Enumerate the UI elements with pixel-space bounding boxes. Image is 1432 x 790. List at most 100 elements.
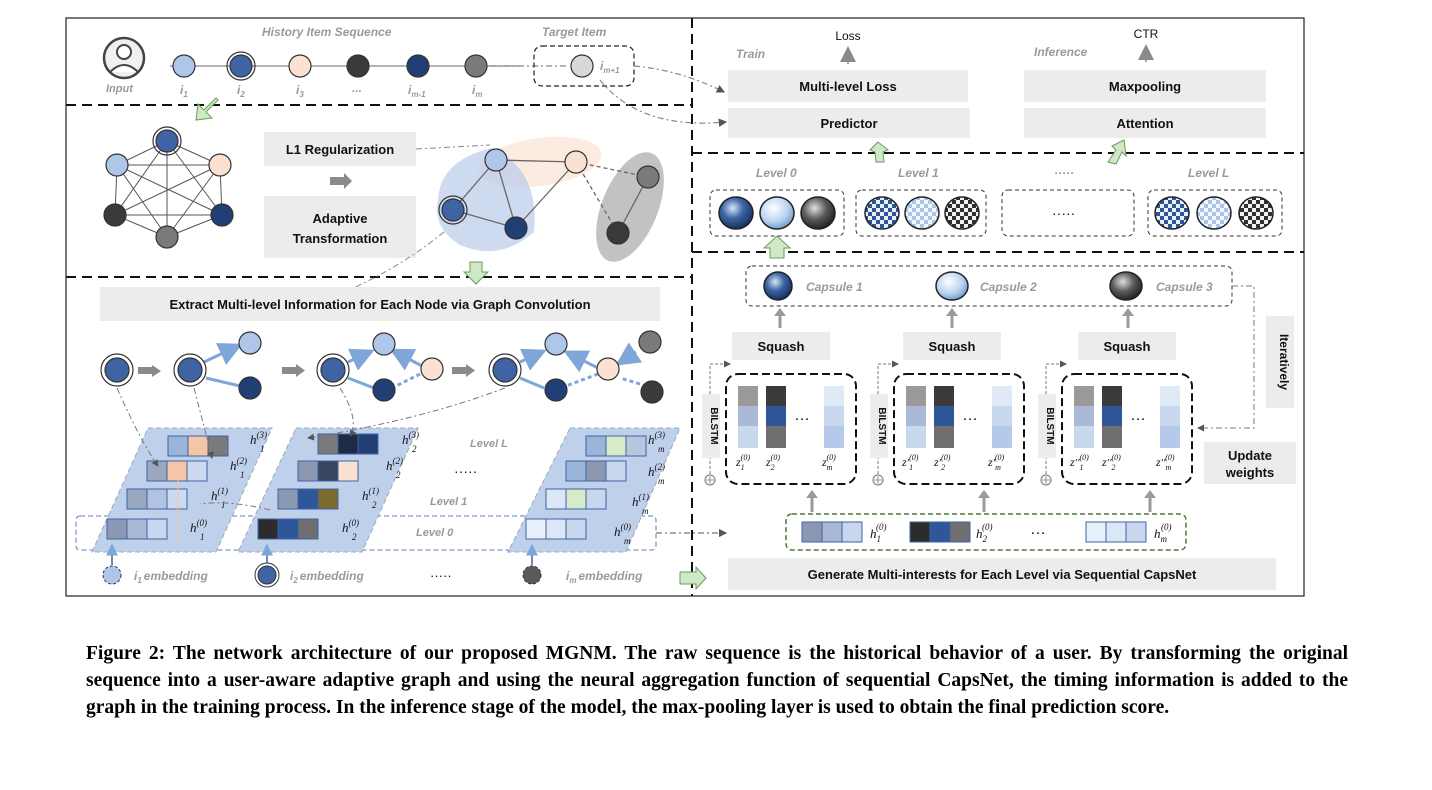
squash-label-1: Squash [758,339,805,354]
conv-arrow-3 [452,367,466,374]
svg-text:z′1(0): z′1(0) [901,453,919,472]
svg-text:h(1): h(1) [362,486,379,503]
capsnet-block-2: BILSTM … z′1(0) z′2(0) z′m(0) [870,360,1025,486]
up-arrow-levels [762,235,792,259]
capsnet-block-1: BILSTM … z1(0) z2(0) zm(0) [702,360,857,486]
svg-text:hm(0): hm(0) [1154,522,1172,544]
target-node [570,54,594,78]
level-0-label: Level 0 [416,527,454,539]
conv-link-3 [339,387,357,437]
level0-cap-2 [759,196,795,230]
capsule-3-icon [1109,271,1143,301]
squash-box-3 [1078,332,1176,360]
seq-label-dots: ... [352,81,362,95]
figure-frame [65,17,1305,597]
svg-text:z′m(0): z′m(0) [987,453,1005,472]
seq-node-1 [172,54,196,78]
seq-label-1: i1 [180,83,188,99]
svg-text:m: m [642,506,649,516]
embedding-stack-m [507,427,681,553]
adaptive-graph [436,136,664,262]
down-arrow-1 [195,97,219,121]
generate-label: Generate Multi-interests for Each Level … [808,567,1197,582]
svg-text:m: m [658,476,665,486]
svg-text:z′2(0): z′2(0) [933,453,951,472]
maxpooling-label: Maxpooling [1109,79,1181,94]
squash-up-heads [774,308,1134,316]
predictor-label: Predictor [820,116,877,131]
capsule-2-icon [935,271,969,301]
svg-text:h(2): h(2) [230,456,247,473]
right-arrow [679,565,707,591]
level-dots-box [1001,189,1135,237]
capsule-1-label: Capsule 1 [806,280,863,294]
capsule-3-label: Capsule 3 [1156,280,1213,294]
full-graph [103,126,234,249]
svg-text:…: … [1130,407,1146,424]
seq-label-3: i3 [296,83,304,99]
svg-text:m: m [658,444,665,454]
conv-link-5 [199,502,271,511]
conv-arrow-2-head [296,364,305,377]
svg-text:zm(0): zm(0) [821,453,836,472]
level1-cap-2 [904,196,940,230]
svg-text:h(0): h(0) [614,522,631,539]
conv-link-1 [116,387,159,467]
levelL-cap-1 [1154,196,1190,230]
up-arrow-train [869,141,889,163]
seq-node-2 [229,54,253,78]
h0-row-labels: h1(0) h2(0) … hm(0) [870,521,1172,544]
h1-labels: h(3) 1 h(2) 1 h(1) 1 h(0) 1 [190,430,267,542]
target-to-loss-link [633,65,726,93]
adaptive-label-2: Transformation [293,231,388,246]
seq-node-5 [406,54,430,78]
target-item-label: im+1 [600,59,620,75]
conv-arrow-1-shaft [138,367,152,374]
graph-arrow [330,173,352,189]
svg-text:z′′2(0): z′′2(0) [1101,453,1121,472]
input-label: Input [106,83,134,95]
level0-band [75,515,657,551]
svg-text:BILSTM: BILSTM [876,407,887,444]
embedding-inputs: i1 embedding i2 embedding ····· im embeddin… [102,543,643,588]
adaptive-label-1: Adaptive [313,211,368,226]
conv-title: Extract Multi-level Information for Each… [169,297,590,312]
emb-label-m: im embedding [566,569,643,585]
update-label-1: Update [1228,448,1272,463]
up-arrow-inference [1107,139,1127,165]
svg-text:h(1): h(1) [632,492,649,509]
generate-box [728,558,1276,590]
svg-text:h1(0): h1(0) [870,522,887,544]
attention-box [1024,108,1266,138]
svg-text:h(3): h(3) [648,430,665,447]
hm-labels: h(3) m h(2) m h(1) m h(0) m [614,430,665,546]
embedding-stack-2 [237,427,419,553]
seq-item-labels: i1 i2 i3 ... im-1 im [180,81,482,99]
svg-text:z′′1(0): z′′1(0) [1069,453,1089,472]
svg-text:2: 2 [396,470,401,480]
seq-node-6 [464,54,488,78]
level-dots: ····· [1052,205,1075,221]
conv-stage-4 [488,330,664,404]
svg-text:BILSTM: BILSTM [708,407,719,444]
maxpooling-box [1024,70,1266,102]
iterative-loop [1197,285,1255,432]
svg-text:h(0): h(0) [342,518,359,535]
capsnet-block-3: BILSTM … z′′1(0) z′′2(0) z′′m(0) [1038,360,1193,486]
squash-box-2 [903,332,1001,360]
emb-label-1: i1 embedding [134,569,208,585]
multi-loss-label: Multi-level Loss [799,79,897,94]
inference-label: Inference [1034,45,1088,59]
iteratively-box [1266,316,1294,408]
svg-text:1: 1 [200,532,205,542]
svg-text:2: 2 [372,500,377,510]
h0-row-box [785,513,1187,551]
l1-box [264,132,416,166]
squash-label-2: Squash [929,339,976,354]
svg-text:z1(0): z1(0) [735,453,750,472]
svg-text:1: 1 [260,444,265,454]
squash-label-3: Squash [1104,339,1151,354]
svg-text:·····: ····· [1054,166,1074,180]
level1-box [855,189,987,237]
